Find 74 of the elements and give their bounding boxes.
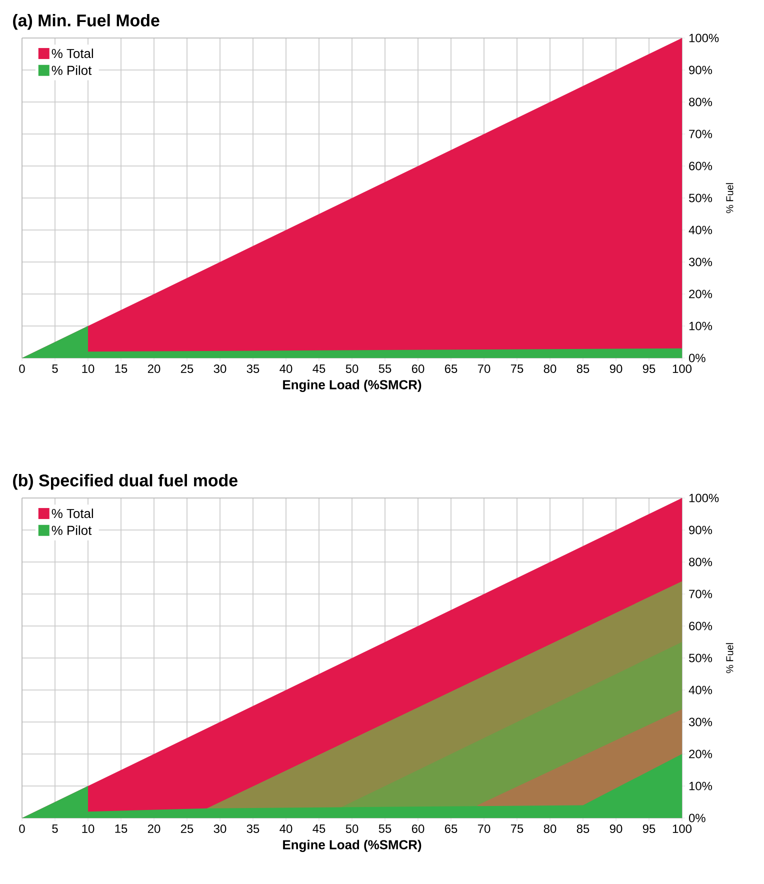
y-tick-label: 70%	[689, 590, 712, 598]
x-tick-label: 30	[214, 824, 226, 833]
legend-label: % Total	[52, 508, 93, 518]
x-tick-label: 85	[576, 824, 590, 833]
y-tick-label: 0%	[688, 354, 706, 362]
x-tick-label: 50	[346, 824, 358, 833]
y-tick-label: 50%	[689, 654, 712, 662]
x-tick-label: 75	[510, 824, 524, 833]
x-tick-label: 0	[19, 824, 25, 833]
y-tick-label: 60%	[689, 162, 712, 170]
x-tick-label: 5	[52, 824, 58, 833]
y-tick-label: 100%	[689, 494, 719, 502]
x-tick-label: 35	[246, 824, 260, 833]
x-tick-label: 45	[312, 364, 326, 373]
x-tick-label: 20	[148, 824, 160, 833]
x-tick-label: 95	[642, 364, 656, 373]
y-tick-label: 20%	[689, 290, 712, 298]
x-tick-label: 100	[672, 824, 692, 833]
x-tick-label: 90	[610, 364, 622, 373]
x-tick-label: 65	[444, 824, 458, 833]
y-tick-label: 80%	[689, 98, 712, 106]
x-tick-label: 55	[378, 364, 392, 373]
x-tick-label: 45	[312, 824, 326, 833]
x-tick-label: 60	[412, 824, 424, 833]
x-tick-label: 10	[82, 364, 94, 373]
y-tick-label: 0%	[688, 814, 706, 822]
legend-label: % Total	[52, 48, 93, 58]
y-tick-label: 10%	[689, 782, 712, 790]
x-tick-label: 80	[544, 364, 556, 373]
x-tick-label: 70	[478, 824, 490, 833]
x-tick-label: 30	[214, 364, 226, 373]
legend-label: % Pilot	[52, 525, 92, 535]
x-tick-label: 35	[246, 364, 260, 373]
x-tick-label: 40	[280, 364, 292, 373]
x-tick-label: 40	[280, 824, 292, 833]
x-tick-label: 20	[148, 364, 160, 373]
x-tick-label: 0	[19, 364, 25, 373]
x-tick-label: 25	[180, 824, 194, 833]
y-tick-label: 90%	[689, 66, 712, 74]
x-tick-label: 90	[610, 824, 622, 833]
legend-label: % Pilot	[52, 65, 92, 75]
x-tick-label: 5	[52, 364, 58, 373]
chart-title: (a) Min. Fuel Mode	[13, 14, 160, 30]
x-tick-label: 100	[672, 364, 692, 373]
x-tick-label: 70	[478, 364, 490, 373]
y-tick-label: 10%	[689, 322, 712, 330]
y-tick-label: 100%	[689, 34, 719, 42]
chart-title: (b) Specified dual fuel mode	[13, 474, 238, 490]
y-tick-label: 70%	[689, 130, 712, 138]
y-axis-title: % Fuel	[726, 183, 734, 214]
x-tick-label: 25	[180, 364, 194, 373]
y-tick-label: 20%	[689, 750, 712, 758]
x-axis-title: Engine Load (%SMCR)	[283, 840, 422, 852]
x-tick-label: 55	[378, 824, 392, 833]
x-tick-label: 50	[346, 364, 358, 373]
x-tick-label: 95	[642, 824, 656, 833]
x-tick-label: 80	[544, 824, 556, 833]
x-tick-label: 60	[412, 364, 424, 373]
y-tick-label: 60%	[689, 622, 712, 630]
x-tick-label: 85	[576, 364, 590, 373]
x-tick-label: 10	[82, 824, 94, 833]
x-tick-label: 75	[510, 364, 524, 373]
y-tick-label: 30%	[688, 258, 712, 266]
y-tick-label: 40%	[688, 686, 712, 694]
y-tick-label: 90%	[689, 526, 712, 534]
y-tick-label: 50%	[689, 194, 712, 202]
y-tick-label: 40%	[688, 226, 712, 234]
y-axis-title: % Fuel	[726, 643, 734, 674]
y-tick-label: 80%	[689, 558, 712, 566]
x-axis-title: Engine Load (%SMCR)	[283, 380, 422, 392]
y-tick-label: 30%	[688, 718, 712, 726]
x-tick-label: 15	[115, 824, 128, 833]
x-tick-label: 65	[444, 364, 458, 373]
x-tick-label: 15	[115, 364, 128, 373]
